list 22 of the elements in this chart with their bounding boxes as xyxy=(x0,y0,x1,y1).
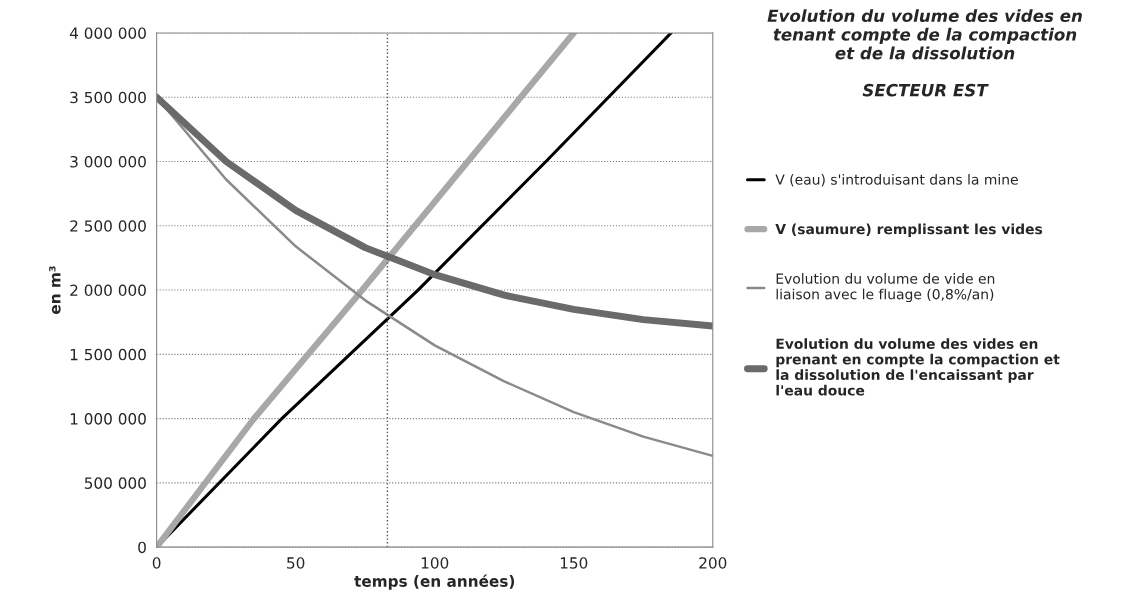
y-tick-label: 2 000 000 xyxy=(70,284,146,297)
legend-label: V (eau) s'introduisant dans la mine xyxy=(775,174,1018,187)
text: SECTEUR EST xyxy=(862,83,989,97)
y-axis-title: en m³ xyxy=(49,266,61,314)
y-tick-label: 1 000 000 xyxy=(70,413,146,425)
y-tick-label: 3 000 000 xyxy=(70,155,146,168)
y-tick-label: 500 000 xyxy=(84,477,146,489)
x-axis-title: temps (en années) xyxy=(354,574,515,590)
y-tick-label: 3 500 000 xyxy=(70,91,146,104)
x-tick-label: 100 xyxy=(421,557,449,569)
y-tick-label: 2 500 000 xyxy=(70,220,146,232)
x-tick-label: 150 xyxy=(560,557,588,569)
y-tick-label: 0 xyxy=(138,541,146,554)
x-tick-label: 200 xyxy=(699,557,727,569)
legend-label: Evolution du volume des vides en prenant en compte la compaction et la dissolution de l'encaissant par l'eau douce xyxy=(776,338,1060,396)
legend-label: Evolution du volume de vide en liaison avec le fluage (0,8%/an) xyxy=(776,273,995,303)
y-tick-label: 1 500 000 xyxy=(70,348,146,361)
y-tick-label: 4 000 000 xyxy=(69,27,146,39)
legend-label: V (saumure) remplissant les vides xyxy=(775,223,1043,237)
x-tick-label: 50 xyxy=(287,557,305,569)
text: Evolution du volume des vides en tenant compte de la compaction et de la dissolution xyxy=(767,9,1082,60)
x-tick-label: 0 xyxy=(152,557,161,569)
